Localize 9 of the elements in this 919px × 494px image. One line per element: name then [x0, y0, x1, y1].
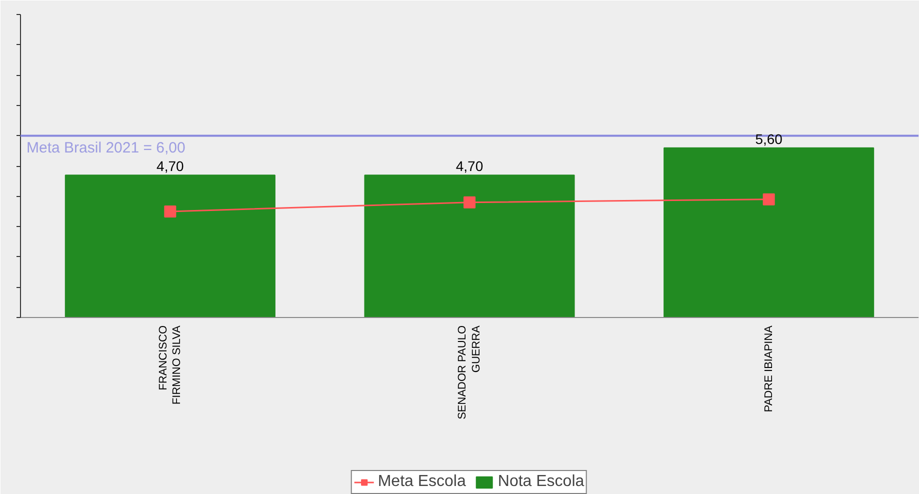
x-tick-label: PADRE IBIAPINA [762, 324, 775, 412]
x-tick-label: FRANCISCO FIRMINO SILVA [157, 324, 184, 405]
legend-label: Meta Escola [378, 473, 466, 491]
data-label: 4,70 [156, 158, 184, 174]
legend-label: Nota Escola [498, 473, 584, 491]
ref-line-label: Meta Brasil 2021 = 6,00 [26, 140, 186, 157]
data-label: 4,70 [456, 158, 484, 174]
data-label: 5,60 [755, 130, 783, 147]
x-tick-label: SENADOR PAULO GUERRA [456, 324, 482, 420]
